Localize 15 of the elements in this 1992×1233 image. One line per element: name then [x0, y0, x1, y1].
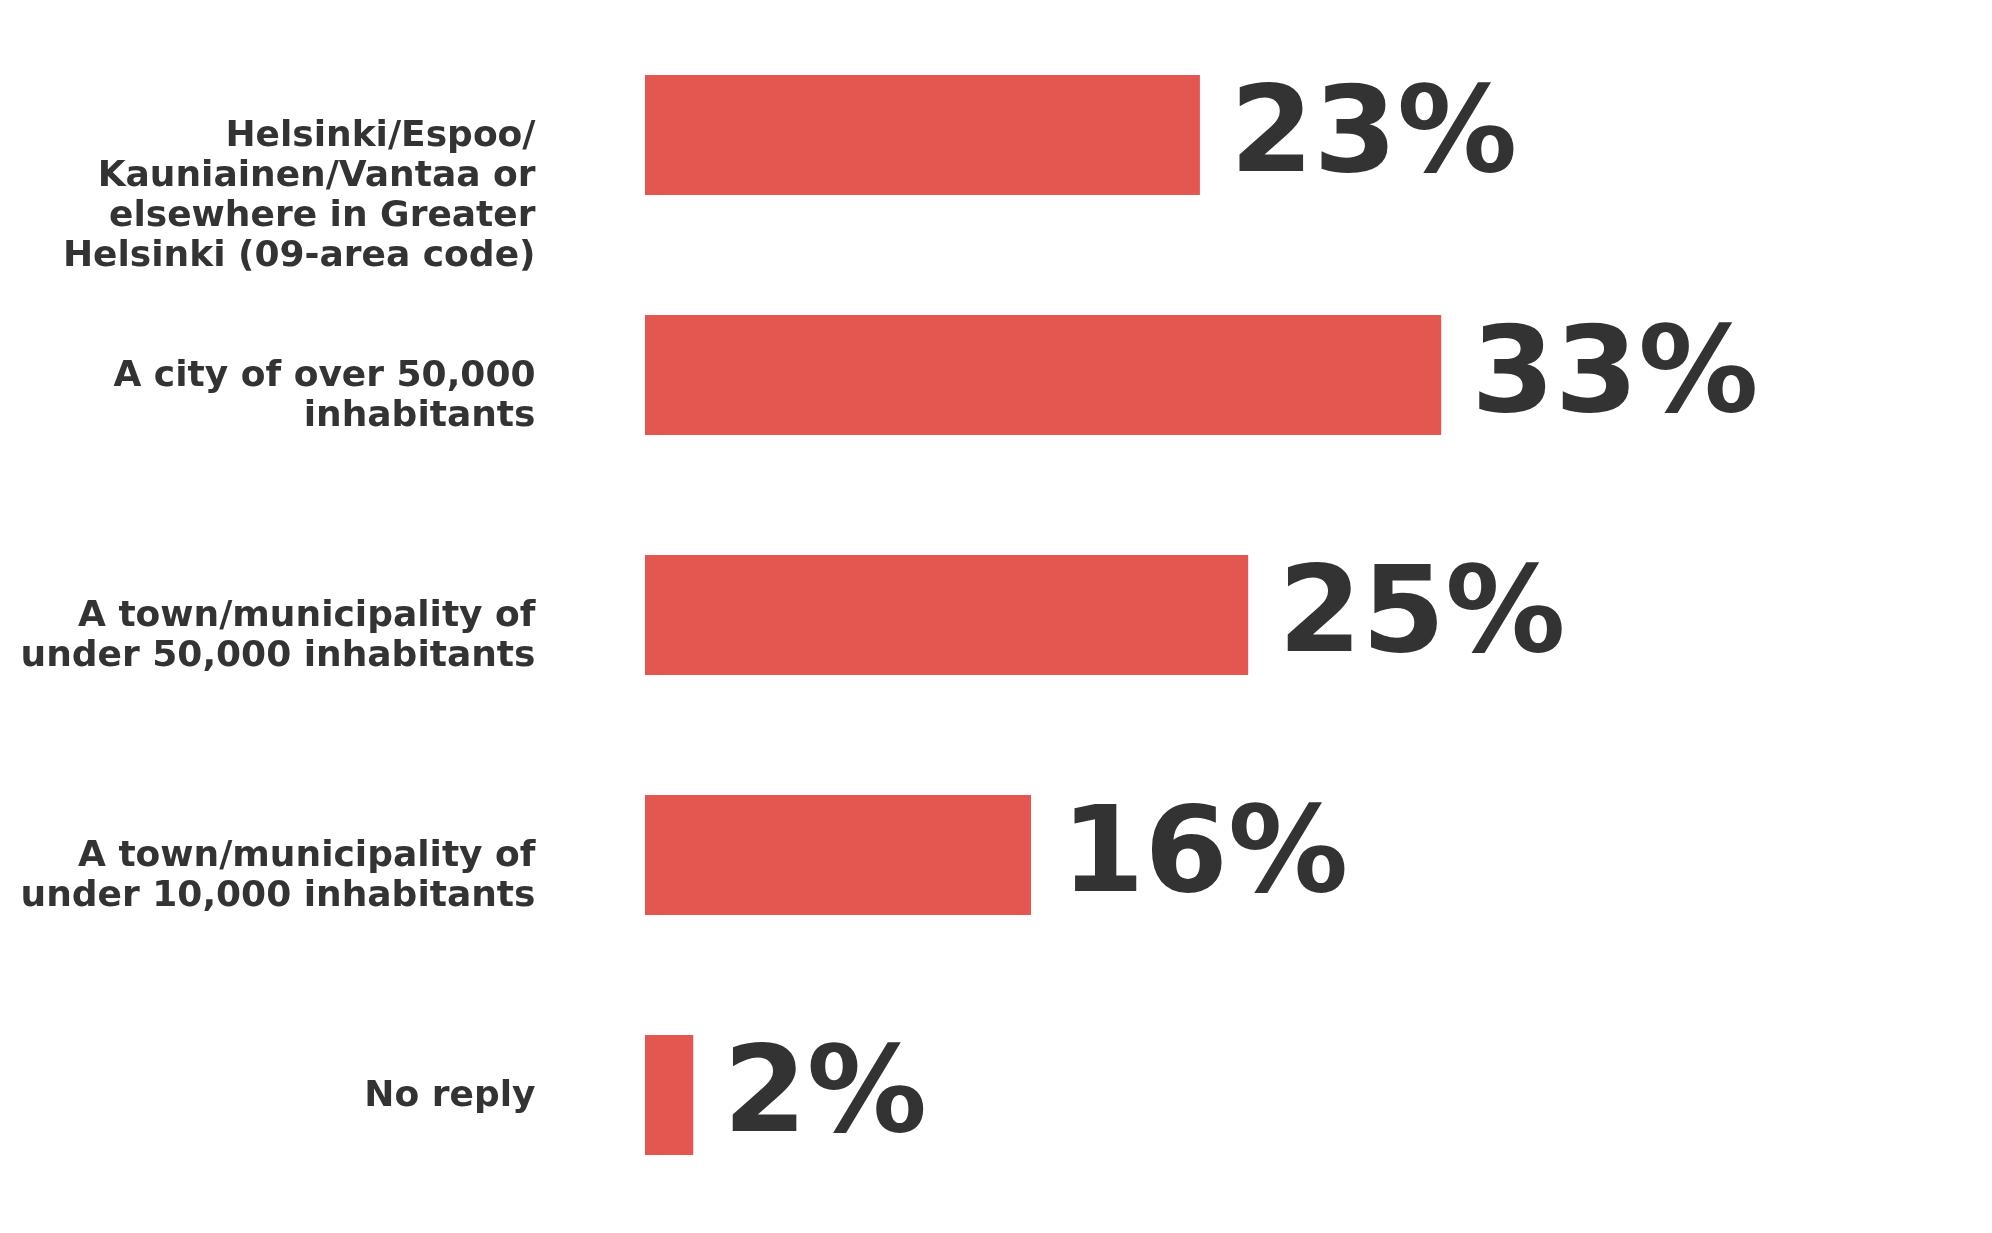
bar — [645, 555, 1249, 675]
bar — [645, 315, 1442, 435]
data-label: 25% — [1278, 540, 1566, 679]
data-label: 2% — [723, 1020, 927, 1159]
y-tick-label: No reply — [364, 1073, 536, 1114]
y-tick-label: Helsinki/Espoo/ Kauniainen/Vantaa or elsewhere in Greater Helsinki (09-area code) — [62, 113, 537, 274]
bar — [645, 1035, 694, 1155]
y-tick-label: A city of over 50,000 inhabitants — [113, 353, 536, 434]
y-tick-label: A town/municipality of under 50,000 inhabitants — [20, 593, 536, 674]
data-label: 16% — [1061, 780, 1349, 919]
bar — [645, 795, 1032, 915]
data-label: 33% — [1471, 300, 1759, 439]
bar — [645, 75, 1200, 195]
data-label: 23% — [1229, 60, 1518, 199]
y-tick-label: A town/municipality of under 10,000 inhabitants — [20, 833, 536, 914]
